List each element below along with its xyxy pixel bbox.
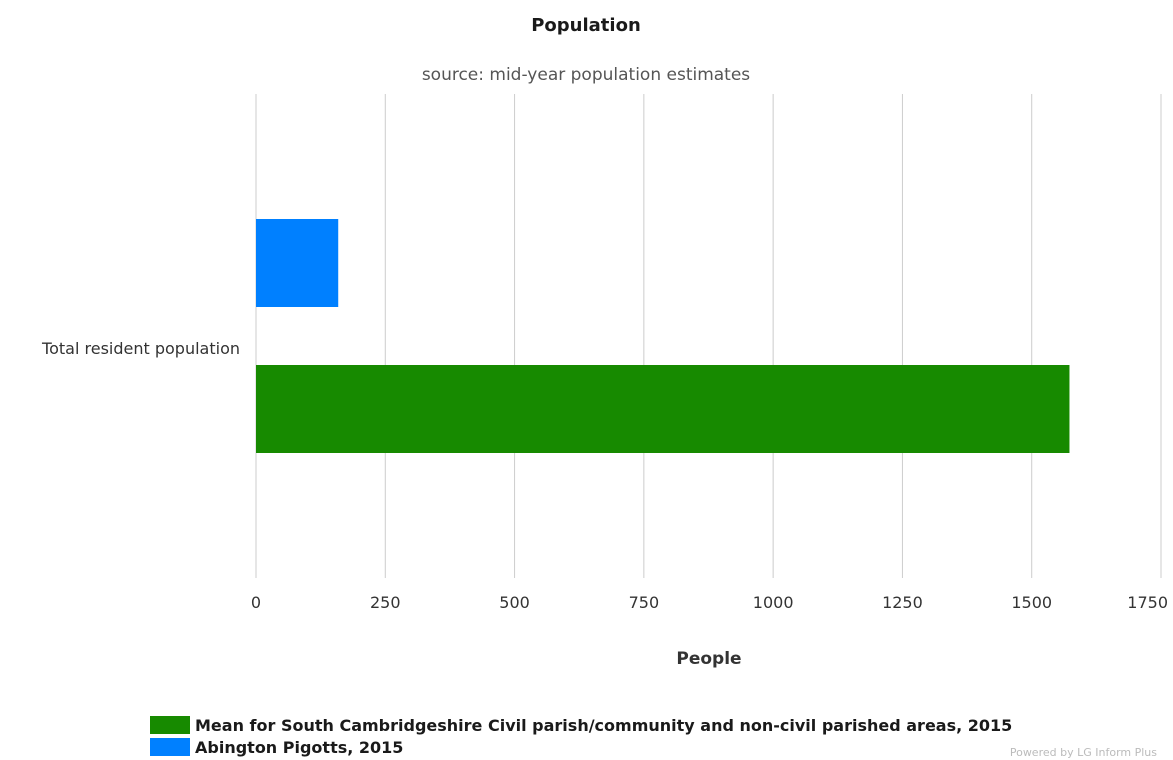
x-tick-label-1000: 1000 — [753, 593, 794, 612]
legend-item-abington[interactable]: Abington Pigotts, 2015 — [150, 736, 1150, 758]
legend-swatch-mean — [150, 716, 190, 734]
category-label: Total resident population — [41, 339, 240, 358]
population-chart: Population source: mid-year population e… — [41, 15, 1168, 669]
legend-item-mean[interactable]: Mean for South Cambridgeshire Civil pari… — [150, 714, 1150, 736]
x-tick-label-750: 750 — [629, 593, 660, 612]
bar-abington-pigotts[interactable] — [256, 219, 339, 307]
legend-label-mean: Mean for South Cambridgeshire Civil pari… — [195, 715, 1013, 735]
x-tick-label-1750: 1750 — [1127, 593, 1168, 612]
legend: Mean for South Cambridgeshire Civil pari… — [150, 714, 1150, 758]
chart-title: Population — [531, 15, 641, 36]
x-tick-label-0: 0 — [251, 593, 261, 612]
x-tick-label-1250: 1250 — [882, 593, 923, 612]
x-axis-title: People — [676, 649, 741, 669]
legend-swatch-abington — [150, 738, 190, 756]
bar-south-cambridgeshire-mean[interactable] — [256, 365, 1070, 453]
legend-label-abington: Abington Pigotts, 2015 — [195, 737, 404, 757]
gridlines — [255, 94, 1162, 578]
chart-credit[interactable]: Powered by LG Inform Plus — [1009, 746, 1157, 759]
x-tick-label-500: 500 — [499, 593, 530, 612]
x-axis-ticks: 0 250 500 750 1000 1250 1500 1750 — [251, 593, 1168, 612]
chart-subtitle: source: mid-year population estimates — [422, 65, 750, 85]
x-tick-label-250: 250 — [370, 593, 401, 612]
bars — [256, 219, 1070, 453]
x-tick-label-1500: 1500 — [1011, 593, 1052, 612]
